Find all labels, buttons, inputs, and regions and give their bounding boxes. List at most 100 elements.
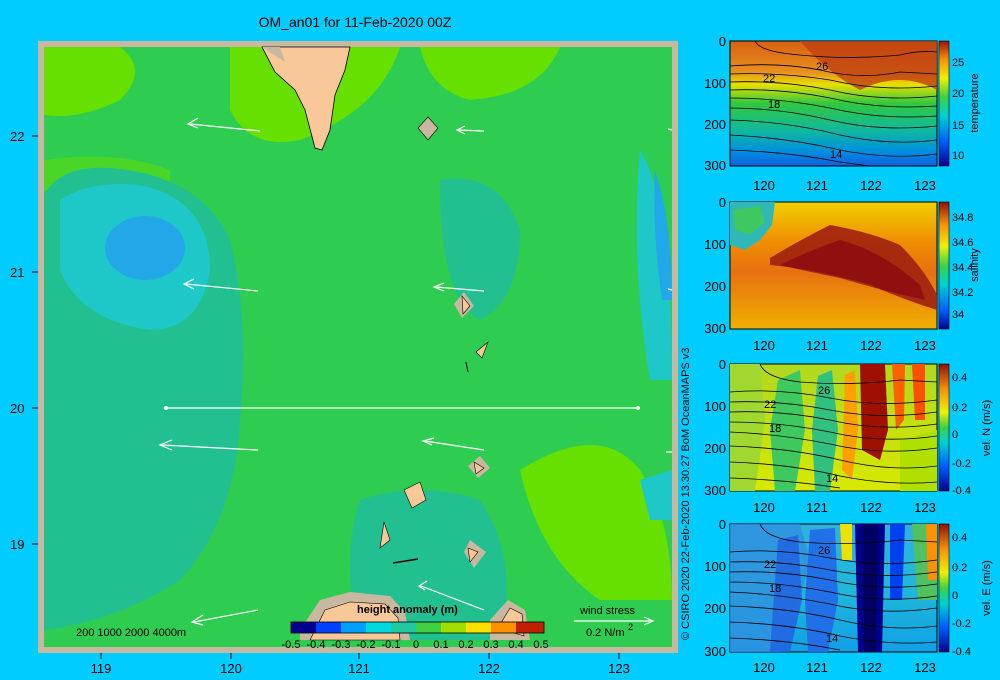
depth-tick-label: 0 <box>719 357 726 372</box>
cbar-tick: 25 <box>952 57 964 69</box>
colorbar-label: height anomaly (m) <box>357 604 458 616</box>
colorbar-tick: 0.2 <box>458 639 473 651</box>
contour-label: 14 <box>830 149 842 161</box>
lon-tick-label: 119 <box>91 661 112 676</box>
panel-lon-tick: 123 <box>914 178 936 193</box>
transect-line <box>164 406 640 410</box>
contour-label: 22 <box>763 73 775 85</box>
cbar-tick: 0.2 <box>952 562 967 574</box>
depth-tick-label: 300 <box>704 483 726 498</box>
depth-tick-label: 100 <box>704 76 726 91</box>
panel-lon-tick: 122 <box>860 178 882 193</box>
wind-stress-scale: 0.2 N/m <box>586 627 625 639</box>
vel-n-contour-labels: 26 22 18 14 <box>764 385 838 485</box>
cbar-tick: -0.4 <box>952 646 971 658</box>
island-calayan <box>403 481 427 509</box>
temperature-contours <box>729 40 938 167</box>
panel-lon-tick: 120 <box>753 500 775 515</box>
cbar-tick: 0.4 <box>952 532 967 544</box>
credit-text: © CSIRO 2020 22-Feb-2020 13:30:27 BoM Oc… <box>680 347 692 640</box>
contour-label: 14 <box>826 633 838 645</box>
vel-n-label: vel. N (m/s) <box>981 400 993 456</box>
cbar-tick: 34.8 <box>952 212 973 224</box>
depth-tick-label: 200 <box>704 117 726 132</box>
panel-colorbar-ticks: 25 20 15 10 34.8 34.6 34.4 34.2 34 0.4 0… <box>952 57 973 658</box>
depth-tick-label: 0 <box>719 517 726 532</box>
panel-lon-tick: 120 <box>753 178 775 193</box>
lon-tick-label: 123 <box>608 661 630 676</box>
cbar-tick: 20 <box>952 88 964 100</box>
depth-legend: 200 1000 2000 4000m <box>76 627 186 639</box>
depth-tick-label: 200 <box>704 601 726 616</box>
lon-tick-label: 120 <box>220 661 242 676</box>
wind-stress-unit-exponent: 2 <box>628 622 633 632</box>
temperature-label: temperature <box>969 73 981 132</box>
colorbar-tick-labels: -0.5 -0.4 -0.3 -0.2 -0.1 0 0.1 0.2 0.3 0… <box>282 639 549 651</box>
cbar-tick: 34 <box>952 309 964 321</box>
lat-tick-label: 21 <box>10 265 24 280</box>
panel-lon-tick: 122 <box>860 338 882 353</box>
panel-lon-tick: 123 <box>914 500 936 515</box>
cbar-tick: 0.2 <box>952 402 967 414</box>
depth-tick-label: 100 <box>704 399 726 414</box>
vel-n-section-panel: 26 22 18 14 <box>729 363 950 492</box>
panel-lon-tick: 120 <box>753 338 775 353</box>
depth-tick-label: 100 <box>704 559 726 574</box>
height-anomaly-field <box>44 47 672 647</box>
colorbar-tick: -0.3 <box>332 639 351 651</box>
colorbar-tick: 0.1 <box>433 639 448 651</box>
colorbar-tick: -0.4 <box>307 639 326 651</box>
vel-e-label: vel. E (m/s) <box>981 560 993 616</box>
panel-lon-tick: 120 <box>753 660 775 675</box>
map-lon-labels: 119 120 121 122 123 <box>91 661 630 676</box>
panel-lon-tick: 123 <box>914 338 936 353</box>
lat-tick-label: 20 <box>10 401 24 416</box>
panel-lon-labels: 120 121 122 123 120 121 122 123 120 121 … <box>753 178 936 675</box>
panel-lon-tick: 121 <box>806 178 828 193</box>
contour-label: 14 <box>826 473 838 485</box>
vel-e-section-panel: 26 22 18 14 <box>729 523 950 653</box>
vel-e-contours <box>729 523 938 651</box>
colorbar-tick: -0.5 <box>282 639 301 651</box>
cbar-tick: 34.2 <box>952 287 973 299</box>
colorbar-tick: -0.2 <box>357 639 376 651</box>
island-dalupiri <box>379 521 391 549</box>
colorbar-tick: -0.1 <box>382 639 401 651</box>
lat-tick-label: 22 <box>10 129 24 144</box>
cbar-tick: 0 <box>952 429 958 441</box>
panel-variable-labels: temperature salinity vel. N (m/s) vel. E… <box>969 73 993 615</box>
salinity-colorbar <box>938 201 950 330</box>
vel-e-contour-labels: 26 22 18 14 <box>764 545 838 645</box>
depth-tick-label: 0 <box>719 195 726 210</box>
depth-tick-label: 200 <box>704 279 726 294</box>
vel-n-colorbar <box>938 363 950 492</box>
colorbar-tick: 0 <box>413 639 419 651</box>
contour-label: 18 <box>768 99 780 111</box>
island-orchid <box>417 116 439 141</box>
island-sabtang <box>475 341 489 359</box>
panel-lon-tick: 121 <box>806 500 828 515</box>
lat-tick-label: 19 <box>10 537 24 552</box>
depth-tick-label: 100 <box>704 237 726 252</box>
colorbar-tick: 0.5 <box>533 639 548 651</box>
panel-lon-tick: 121 <box>806 338 828 353</box>
contour-label: 22 <box>764 559 776 571</box>
panel-depth-labels: 0 100 200 300 0 100 200 300 0 100 200 30… <box>704 34 726 659</box>
temperature-contour-labels: 26 22 18 14 <box>763 61 842 161</box>
salinity-label: salinity <box>969 248 981 282</box>
wind-stress-label: wind stress <box>579 605 636 617</box>
cbar-tick: 10 <box>952 150 964 162</box>
colorbar-tick: 0.4 <box>508 639 523 651</box>
map-lat-labels: 22 21 20 19 <box>10 129 24 552</box>
contour-label: 18 <box>769 583 781 595</box>
panel-lon-tick: 123 <box>914 660 936 675</box>
cbar-tick: -0.4 <box>952 485 971 497</box>
depth-tick-label: 300 <box>704 321 726 336</box>
page-title: OM_an01 for 11-Feb-2020 00Z <box>258 14 452 30</box>
panel-lon-tick: 121 <box>806 660 828 675</box>
lon-tick-label: 122 <box>478 661 500 676</box>
wind-stress-scale-arrow <box>574 616 655 626</box>
taiwan-land <box>261 46 351 151</box>
lon-tick-label: 121 <box>348 661 370 676</box>
